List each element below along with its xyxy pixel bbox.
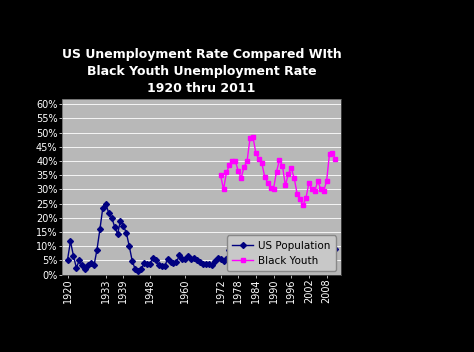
Black Youth	[280, 163, 285, 168]
US Population	[64, 258, 70, 262]
Black Youth	[247, 136, 253, 140]
US Population	[283, 255, 288, 259]
Legend: US Population, Black Youth: US Population, Black Youth	[227, 235, 336, 271]
Black Youth	[227, 163, 232, 168]
Black Youth	[232, 159, 238, 163]
Black Youth	[315, 179, 320, 183]
US Population	[268, 257, 273, 262]
Black Youth	[303, 196, 309, 200]
Black Youth	[253, 151, 259, 156]
US Population	[294, 260, 300, 264]
Black Youth	[262, 175, 268, 179]
Black Youth	[297, 197, 303, 201]
Black Youth	[259, 161, 264, 165]
Black Youth	[312, 189, 318, 193]
US Population	[280, 253, 285, 257]
Black Youth	[292, 176, 297, 180]
Line: Black Youth: Black Youth	[218, 134, 338, 207]
Black Youth	[236, 169, 241, 173]
Black Youth	[283, 183, 288, 188]
Black Youth	[300, 203, 306, 207]
Black Youth	[324, 179, 329, 183]
Black Youth	[229, 159, 235, 163]
Black Youth	[327, 151, 332, 156]
Black Youth	[318, 187, 324, 191]
Black Youth	[333, 157, 338, 161]
Black Youth	[294, 191, 300, 196]
Black Youth	[268, 186, 273, 190]
Black Youth	[221, 187, 227, 191]
Black Youth	[285, 172, 291, 176]
US Population	[103, 202, 109, 206]
US Population	[285, 257, 291, 261]
Black Youth	[224, 170, 229, 175]
Black Youth	[288, 166, 294, 170]
Black Youth	[256, 157, 262, 161]
Black Youth	[244, 159, 250, 163]
Black Youth	[273, 169, 279, 174]
Black Youth	[321, 189, 327, 193]
Black Youth	[277, 158, 283, 162]
Black Youth	[329, 151, 335, 155]
Black Youth	[218, 173, 223, 177]
Black Youth	[309, 187, 315, 191]
US Population	[229, 251, 235, 255]
US Population	[135, 269, 141, 273]
Black Youth	[238, 176, 244, 180]
Black Youth	[271, 187, 276, 191]
Title: US Unemployment Rate Compared WIth
Black Youth Unemployment Rate
1920 thru 2011: US Unemployment Rate Compared WIth Black…	[62, 48, 341, 95]
Black Youth	[265, 181, 271, 185]
Black Youth	[306, 181, 312, 185]
Black Youth	[241, 165, 247, 169]
Line: US Population: US Population	[65, 202, 337, 273]
Black Youth	[250, 135, 256, 139]
US Population	[333, 247, 338, 251]
